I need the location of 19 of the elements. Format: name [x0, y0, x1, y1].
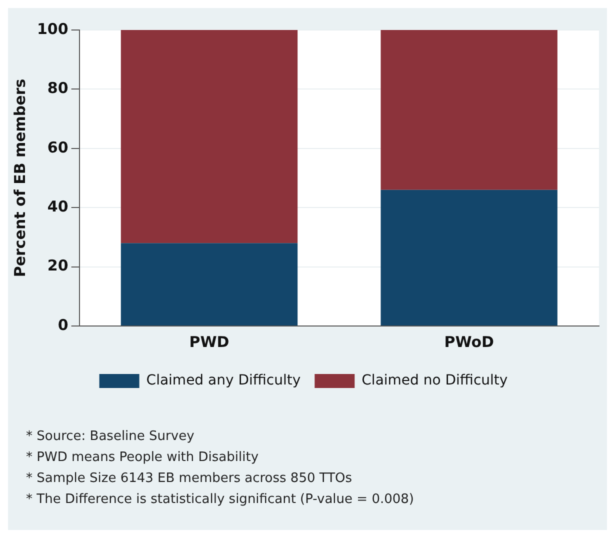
bar [120, 243, 298, 326]
text: * Sample Size 6143 EB members across 850 TTOs [26, 470, 354, 488]
bar [120, 30, 298, 244]
y-tick-label: 60 [47, 138, 68, 156]
y-axis-title: Percent of EB members [10, 78, 29, 278]
text: * Source: Baseline Survey [26, 428, 196, 446]
y-tick-label: 100 [37, 20, 68, 38]
text: * PWD means People with Disability [26, 449, 260, 467]
y-tick-label: 80 [47, 79, 68, 98]
legend-label: Claimed no Difficulty [362, 372, 508, 389]
y-tick-label: 0 [58, 316, 68, 334]
y-tick-label: 40 [47, 197, 68, 216]
legend-label: Claimed any Difficulty [146, 372, 301, 389]
x-tick-label: PWoD [444, 332, 494, 351]
text: * The Difference is statistically significant (P-value = 0.008) [26, 491, 415, 509]
bar [380, 30, 558, 190]
bar [380, 190, 558, 326]
y-tick-label: 20 [47, 256, 68, 275]
x-tick-label: PWD [189, 332, 230, 351]
